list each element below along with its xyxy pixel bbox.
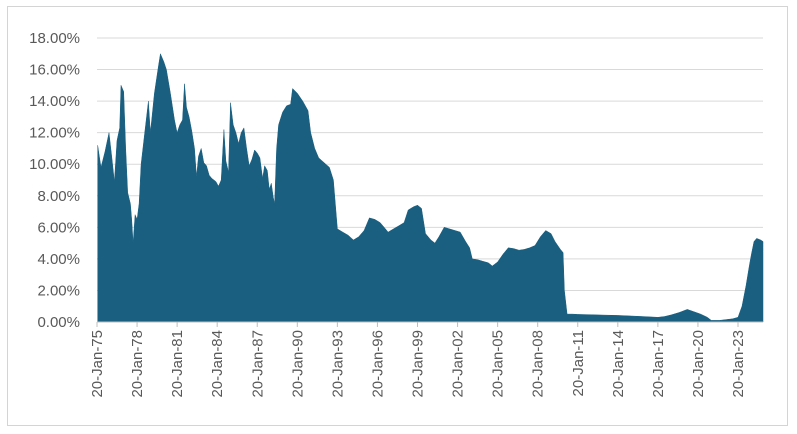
x-axis-tick-labels: 20-Jan-75 20-Jan-78 20-Jan-81 20-Jan-84 20-J… — [89, 330, 747, 398]
x-tick-label: 20-Jan-90 — [289, 330, 306, 398]
x-tick-label: 20-Jan-23 — [730, 330, 747, 398]
x-tick-label: 20-Jan-20 — [690, 330, 707, 398]
area-series — [97, 52, 764, 323]
x-tick-label: 20-Jan-14 — [610, 330, 627, 398]
y-axis-tick-labels: 0.00% 2.00% 4.00% 6.00% 8.00% 10.00% 12.00% 14.… — [29, 30, 80, 331]
y-tick-label: 16.00% — [29, 62, 80, 79]
y-tick-label: 8.00% — [37, 188, 80, 205]
y-tick-label: 12.00% — [29, 125, 80, 142]
x-tick-label: 20-Jan-02 — [450, 330, 467, 398]
x-tick-label: 20-Jan-96 — [369, 330, 386, 398]
x-tick-label: 20-Jan-05 — [490, 330, 507, 398]
x-tick-label: 20-Jan-81 — [169, 330, 186, 398]
x-tick-label: 20-Jan-93 — [329, 330, 346, 398]
x-tick-label: 20-Jan-78 — [129, 330, 146, 398]
axes — [96, 321, 763, 327]
x-tick-label: 20-Jan-17 — [650, 330, 667, 398]
y-tick-label: 0.00% — [37, 314, 80, 331]
x-tick-label: 20-Jan-75 — [89, 330, 106, 398]
x-tick-label: 20-Jan-84 — [209, 330, 226, 398]
area-series-layer — [97, 52, 764, 323]
x-tick-label: 20-Jan-99 — [410, 330, 427, 398]
y-tick-label: 6.00% — [37, 219, 80, 236]
y-tick-label: 14.00% — [29, 93, 80, 110]
x-tick-label: 20-Jan-08 — [530, 330, 547, 398]
chart-frame — [7, 6, 788, 426]
x-tick-label: 20-Jan-87 — [249, 330, 266, 398]
y-tick-label: 4.00% — [37, 251, 80, 268]
x-tick-label: 20-Jan-11 — [570, 330, 587, 396]
y-tick-label: 18.00% — [29, 30, 80, 47]
y-tick-label: 2.00% — [37, 282, 80, 299]
y-tick-label: 10.00% — [29, 156, 80, 173]
